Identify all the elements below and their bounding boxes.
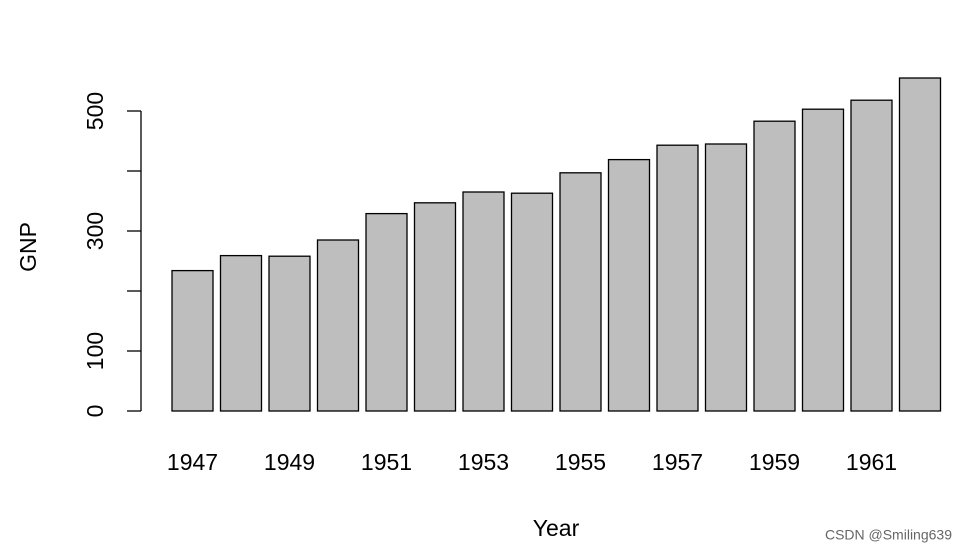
bar (753, 120, 796, 412)
y-tick-label: 0 (82, 405, 108, 418)
bar (365, 212, 408, 412)
x-tick-label: 1949 (264, 449, 315, 475)
bar (656, 144, 699, 412)
bar (219, 254, 263, 412)
y-tick-label: 300 (82, 212, 108, 250)
x-tick-label: 1947 (167, 449, 218, 475)
bar (268, 255, 311, 412)
y-axis-label: GNP (15, 222, 41, 272)
bar (607, 158, 651, 412)
bar (510, 192, 554, 412)
y-tick-label: 500 (82, 92, 108, 130)
bar (898, 77, 942, 412)
x-axis-label: Year (533, 515, 580, 541)
bar (801, 108, 845, 412)
bar (850, 99, 893, 412)
x-tick-label: 1951 (361, 449, 412, 475)
bar (316, 239, 360, 412)
watermark: CSDN @Smiling639 (825, 527, 952, 543)
bar (413, 202, 457, 412)
bar (171, 269, 214, 412)
bar (462, 191, 505, 412)
x-tick-label: 1953 (458, 449, 509, 475)
bar (704, 143, 748, 412)
x-tick-label: 1961 (846, 449, 897, 475)
bar (559, 172, 602, 412)
x-tick-label: 1955 (555, 449, 606, 475)
x-tick-label: 1959 (749, 449, 800, 475)
y-tick-label: 100 (82, 332, 108, 370)
x-tick-label: 1957 (652, 449, 703, 475)
